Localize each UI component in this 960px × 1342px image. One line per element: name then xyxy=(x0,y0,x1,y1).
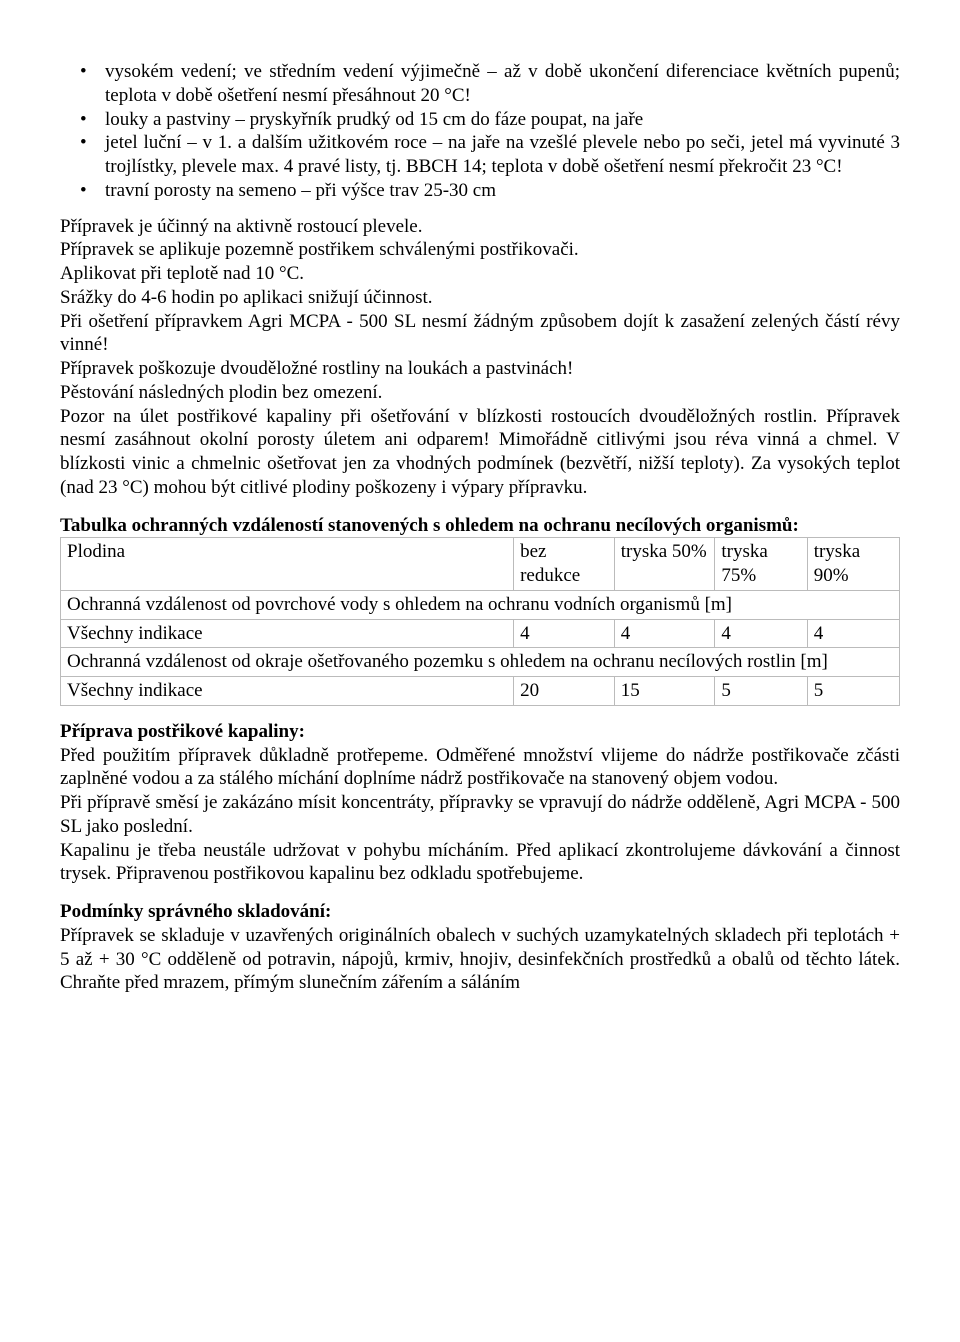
table-cell: Všechny indikace xyxy=(61,619,514,648)
table-cell: 20 xyxy=(514,677,615,706)
table-cell: Všechny indikace xyxy=(61,677,514,706)
bullet-list: vysokém vedení; ve středním vedení výjim… xyxy=(60,60,900,203)
th-bez-redukce: bez redukce xyxy=(514,538,615,591)
table-header-row: Plodina bez redukce tryska 50% tryska 75… xyxy=(61,538,900,591)
table-cell: 5 xyxy=(807,677,899,706)
paragraph: Při přípravě směsí je zakázáno mísit kon… xyxy=(60,791,900,839)
section-skladovani: Podmínky správného skladování: Přípravek… xyxy=(60,900,900,995)
table-cell: 4 xyxy=(514,619,615,648)
section-priprava: Příprava postřikové kapaliny: Před použi… xyxy=(60,720,900,886)
th-plodina: Plodina xyxy=(61,538,514,591)
table-heading: Tabulka ochranných vzdáleností stanovený… xyxy=(60,514,900,538)
table-cell: 4 xyxy=(614,619,715,648)
table-cell: 5 xyxy=(715,677,807,706)
table-span-cell: Ochranná vzdálenost od povrchové vody s … xyxy=(61,590,900,619)
table-row: Všechny indikace 20 15 5 5 xyxy=(61,677,900,706)
th-tryska-50: tryska 50% xyxy=(614,538,715,591)
table-cell: 4 xyxy=(715,619,807,648)
table-span-row: Ochranná vzdálenost od okraje ošetřované… xyxy=(61,648,900,677)
table-cell: 15 xyxy=(614,677,715,706)
section-title: Podmínky správného skladování: xyxy=(60,900,900,924)
paragraph: Při ošetření přípravkem Agri MCPA - 500 … xyxy=(60,310,900,358)
th-tryska-90: tryska 90% xyxy=(807,538,899,591)
paragraph: Přípravek se aplikuje pozemně postřikem … xyxy=(60,238,900,262)
paragraph: Přípravek se skladuje v uzavřených origi… xyxy=(60,924,900,995)
section-title: Příprava postřikové kapaliny: xyxy=(60,720,900,744)
table-row: Všechny indikace 4 4 4 4 xyxy=(61,619,900,648)
bullet-item: vysokém vedení; ve středním vedení výjim… xyxy=(60,60,900,108)
paragraph: Pozor na úlet postřikové kapaliny při oš… xyxy=(60,405,900,500)
paragraph: Přípravek je účinný na aktivně rostoucí … xyxy=(60,215,900,239)
bullet-item: jetel luční – v 1. a dalším užitkovém ro… xyxy=(60,131,900,179)
table-span-cell: Ochranná vzdálenost od okraje ošetřované… xyxy=(61,648,900,677)
table-span-row: Ochranná vzdálenost od povrchové vody s … xyxy=(61,590,900,619)
paragraph: Pěstování následných plodin bez omezení. xyxy=(60,381,900,405)
paragraph: Přípravek poškozuje dvouděložné rostliny… xyxy=(60,357,900,381)
bullet-item: louky a pastviny – pryskyřník prudký od … xyxy=(60,108,900,132)
table-cell: 4 xyxy=(807,619,899,648)
bullet-item: travní porosty na semeno – při výšce tra… xyxy=(60,179,900,203)
paragraph: Před použitím přípravek důkladně protřep… xyxy=(60,744,900,792)
paragraph: Srážky do 4-6 hodin po aplikaci snižují … xyxy=(60,286,900,310)
protection-distance-table: Plodina bez redukce tryska 50% tryska 75… xyxy=(60,537,900,706)
paragraph: Kapalinu je třeba neustále udržovat v po… xyxy=(60,839,900,887)
paragraph-group-1: Přípravek je účinný na aktivně rostoucí … xyxy=(60,215,900,500)
paragraph: Aplikovat při teplotě nad 10 °C. xyxy=(60,262,900,286)
th-tryska-75: tryska 75% xyxy=(715,538,807,591)
